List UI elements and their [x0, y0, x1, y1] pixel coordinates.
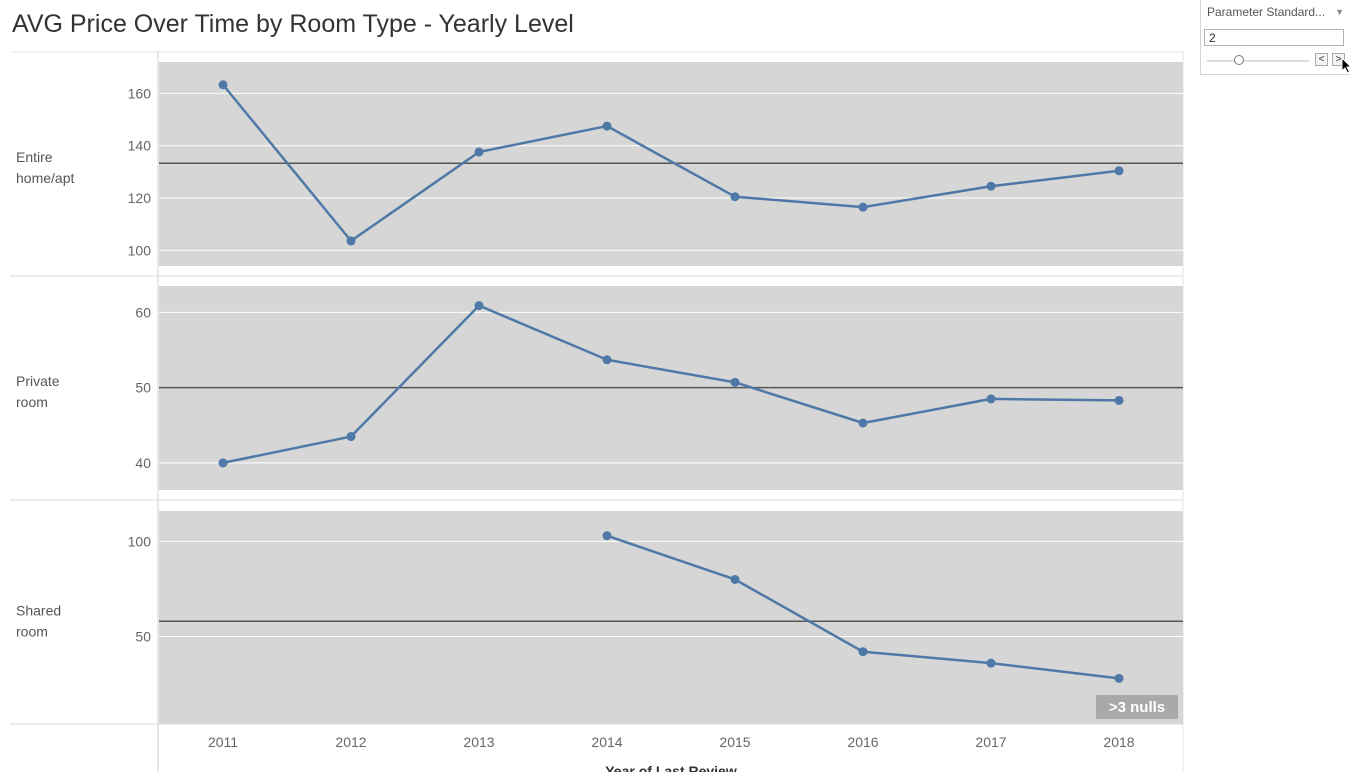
step-prev-button[interactable]: <: [1315, 53, 1328, 66]
x-tick-label: 2015: [719, 734, 750, 750]
parameter-slider-track[interactable]: [1207, 60, 1309, 62]
data-point: [602, 121, 612, 131]
y-tick-label: 50: [135, 380, 151, 396]
data-point: [858, 202, 868, 212]
y-tick-label: 50: [135, 629, 151, 645]
data-point: [218, 458, 228, 468]
row-label: Shared: [16, 603, 61, 619]
y-tick-label: 100: [128, 533, 152, 549]
data-point: [858, 647, 868, 657]
x-tick-label: 2011: [208, 734, 238, 750]
y-tick-label: 100: [128, 242, 152, 258]
row-label: Entire: [16, 149, 53, 165]
null-indicator-label: >3 nulls: [1109, 699, 1165, 716]
panel-background: [159, 511, 1183, 724]
chevron-down-icon[interactable]: ▼: [1335, 7, 1344, 17]
data-point: [1114, 166, 1124, 176]
parameter-control: Parameter Standard... ▼ 2 < >: [1200, 0, 1350, 75]
null-indicator-badge: [1096, 695, 1178, 719]
data-point: [986, 181, 996, 191]
data-point: [1114, 395, 1124, 405]
data-point: [1114, 673, 1124, 683]
y-tick-label: 160: [128, 85, 152, 101]
x-tick-label: 2016: [847, 734, 878, 750]
line-chart: 100 120 140 160 Entire home/apt 40 50 60 Private r…: [10, 51, 1184, 772]
row-label: home/apt: [16, 170, 74, 186]
parameter-label: Parameter Standard...: [1207, 5, 1326, 19]
data-point: [730, 574, 740, 584]
parameter-panel: Parameter Standard... ▼ 2 < >: [1190, 0, 1350, 772]
data-point: [858, 418, 868, 428]
data-point: [218, 80, 228, 90]
x-axis-title: Year of Last Review: [605, 763, 737, 772]
data-point: [986, 658, 996, 668]
data-point: [730, 377, 740, 387]
parameter-value-input[interactable]: 2: [1204, 29, 1344, 46]
y-tick-label: 60: [135, 304, 151, 320]
data-point: [602, 355, 612, 365]
x-tick-label: 2013: [463, 734, 494, 750]
row-label: Private: [16, 373, 60, 389]
data-point: [346, 432, 356, 442]
mouse-pointer-icon: [1342, 58, 1350, 74]
row-label: room: [16, 394, 48, 410]
data-point: [346, 236, 356, 246]
x-tick-label: 2014: [591, 734, 622, 750]
x-tick-label: 2017: [975, 734, 1006, 750]
row-label: room: [16, 624, 48, 640]
parameter-slider-knob[interactable]: [1233, 55, 1244, 65]
y-tick-label: 120: [128, 190, 152, 206]
x-tick-label: 2018: [1103, 734, 1134, 750]
x-tick-label: 2012: [335, 734, 366, 750]
panel-background: [159, 62, 1183, 266]
y-tick-label: 40: [135, 455, 151, 471]
data-point: [730, 192, 740, 202]
y-tick-label: 140: [128, 138, 152, 154]
series-line: [222, 83, 1120, 243]
data-point: [474, 301, 484, 311]
data-point: [602, 531, 612, 541]
series-line: [222, 304, 1120, 465]
data-point: [986, 394, 996, 404]
data-point: [474, 147, 484, 157]
page-title: AVG Price Over Time by Room Type - Yearl…: [12, 10, 574, 38]
